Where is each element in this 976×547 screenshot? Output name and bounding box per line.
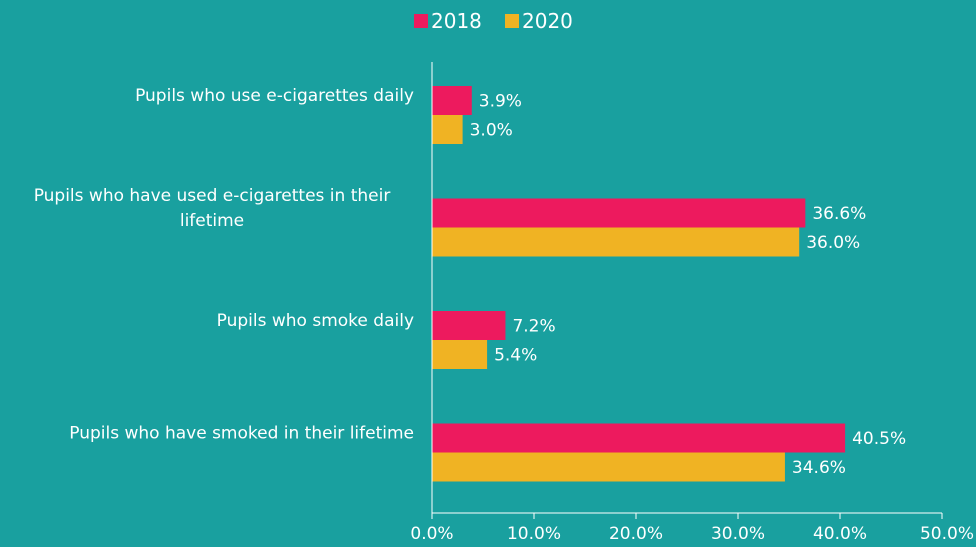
x-tick-label: 50.0% [920,524,974,544]
bar-2020 [432,340,488,369]
data-label-2020: 5.4% [494,346,537,366]
axes: 0.0% 10.0% 20.0% 30.0% 40.0% 50.0% [410,62,974,544]
data-label-2018: 7.2% [512,317,555,337]
bars [432,86,846,482]
category-label: Pupils who use e-cigarettes daily [135,86,414,106]
data-label-2020: 3.0% [470,121,513,141]
legend-swatch-2020 [505,14,519,28]
x-tick-label: 20.0% [609,524,663,544]
data-labels: 3.9% 3.0% 36.6% 36.0% 7.2% 5.4% 40.5% 34.6% [470,92,907,479]
data-label-2018: 36.6% [812,204,866,224]
bar-2020 [432,452,785,482]
data-label-2020: 34.6% [792,458,846,478]
chart-legend: 2018 2020 [414,9,573,33]
bar-2018 [432,311,506,340]
bar-2018 [432,86,472,115]
legend-swatch-2018 [414,14,428,28]
data-label-2020: 36.0% [806,233,860,253]
bar-2018 [432,423,846,453]
data-label-2018: 40.5% [852,429,906,449]
category-label: Pupils who have used e-cigarettes in the… [34,186,391,231]
category-label: Pupils who have smoked in their lifetime [69,424,414,444]
x-tick-label: 10.0% [507,524,561,544]
bar-2020 [432,115,463,144]
legend-label-2020: 2020 [522,9,573,33]
bar-2018 [432,198,806,228]
category-labels: Pupils who use e-cigarettes daily Pupils … [34,86,414,444]
category-label: Pupils who smoke daily [217,311,414,331]
legend-label-2018: 2018 [431,9,482,33]
x-tick-label: 40.0% [813,524,867,544]
data-label-2018: 3.9% [479,92,522,112]
x-tick-label: 0.0% [410,524,453,544]
bar-2020 [432,227,800,257]
x-tick-label: 30.0% [711,524,765,544]
